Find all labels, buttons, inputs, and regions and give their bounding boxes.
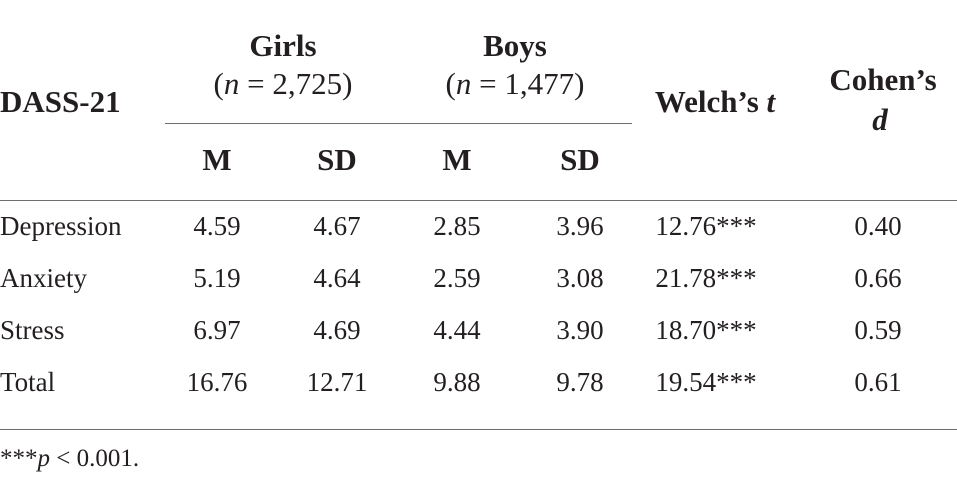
table-bottom-rule: [0, 429, 957, 430]
girls-m-cell: 4.59: [193, 211, 241, 241]
boys-sd-header: SD: [560, 142, 600, 177]
footnote-p-var: p: [37, 445, 51, 472]
row-label: Stress: [0, 315, 65, 345]
girls-sd-cell: 12.71: [306, 367, 368, 397]
boys-n-rest: = 1,477): [471, 66, 585, 101]
header-bottom-rule: [0, 200, 957, 201]
cohen-var: d: [872, 102, 888, 137]
group-header-rule: [165, 123, 632, 124]
girls-n-rest: = 2,725): [239, 66, 353, 101]
cohens-d-cell: 0.66: [854, 263, 902, 293]
footnote-stars: ***: [0, 445, 38, 472]
boys-sd-cell: 3.90: [556, 315, 604, 345]
welch-var: t: [766, 84, 776, 119]
girls-sd-cell: 4.69: [313, 315, 361, 345]
boys-m-cell: 2.85: [433, 211, 481, 241]
welch-label: Welch’s: [654, 84, 767, 119]
girls-n-open: (: [213, 66, 224, 101]
boys-m-cell: 2.59: [433, 263, 481, 293]
girls-m-cell: 6.97: [193, 315, 241, 345]
table-footnote: ***p < 0.001.: [0, 446, 139, 471]
boys-sd-cell: 3.08: [556, 263, 604, 293]
welch-t-cell: 21.78***: [655, 263, 757, 293]
row-label: Depression: [0, 211, 122, 241]
row-label: Anxiety: [0, 263, 87, 293]
girls-sd-header: SD: [317, 142, 357, 177]
boys-group-title: Boys: [483, 28, 547, 63]
girls-m-cell: 16.76: [186, 367, 248, 397]
boys-sd-cell: 9.78: [556, 367, 604, 397]
boys-sd-cell: 3.96: [556, 211, 604, 241]
boys-sample-size: (n = 1,477): [446, 68, 585, 99]
welch-t-cell: 19.54***: [655, 367, 757, 397]
boys-n-open: (: [445, 66, 456, 101]
cohens-d-cell: 0.59: [854, 315, 902, 345]
boys-m-cell: 9.88: [433, 367, 481, 397]
welch-t-cell: 18.70***: [655, 315, 757, 345]
welch-column-header: Welch’s t: [655, 86, 775, 117]
footnote-rest: < 0.001.: [50, 445, 140, 472]
boys-m-header: M: [442, 142, 472, 177]
welch-t-cell: 12.76***: [655, 211, 757, 241]
girls-group-title: Girls: [249, 28, 317, 63]
girls-sd-cell: 4.64: [313, 263, 361, 293]
cohen-column-header: Cohen’s: [829, 62, 937, 97]
boys-n-var: n: [455, 66, 472, 101]
girls-sample-size: (n = 2,725): [214, 68, 353, 99]
dass-column-header: DASS-21: [0, 84, 121, 119]
cohens-d-cell: 0.40: [854, 211, 902, 241]
cohens-d-cell: 0.61: [854, 367, 902, 397]
row-label: Total: [0, 367, 56, 397]
girls-m-header: M: [202, 142, 232, 177]
girls-n-var: n: [223, 66, 240, 101]
girls-m-cell: 5.19: [193, 263, 241, 293]
girls-sd-cell: 4.67: [313, 211, 361, 241]
boys-m-cell: 4.44: [433, 315, 481, 345]
